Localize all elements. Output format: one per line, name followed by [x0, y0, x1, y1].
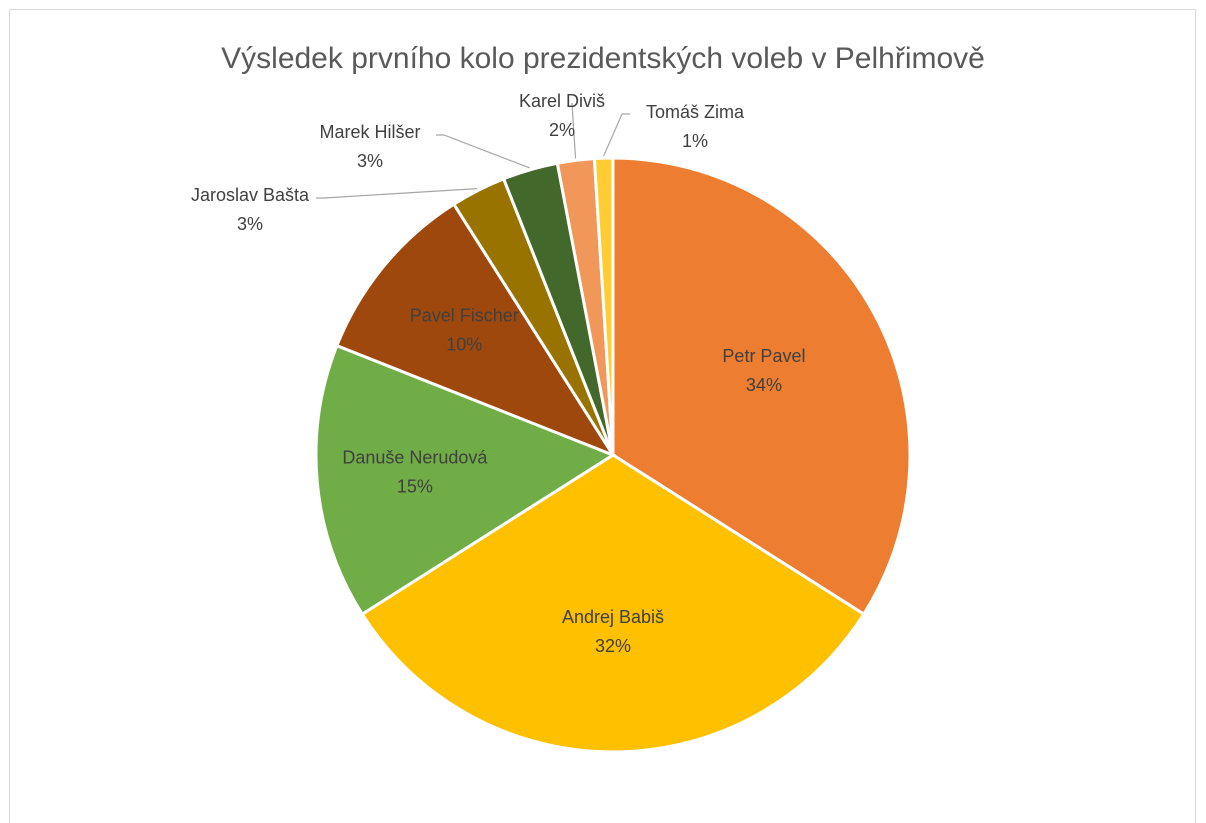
data-label-value: 34%: [746, 375, 782, 395]
data-label-name: Andrej Babiš: [562, 607, 664, 627]
data-label-name: Danuše Nerudová: [342, 447, 488, 467]
data-label-name: Karel Diviš: [519, 91, 605, 111]
data-label-value: 1%: [682, 131, 708, 151]
data-label-name: Jaroslav Bašta: [191, 185, 310, 205]
data-label-value: 3%: [357, 151, 383, 171]
leader-line: [316, 187, 478, 199]
data-label-name: Tomáš Zima: [646, 102, 745, 122]
data-label-value: 3%: [237, 214, 263, 234]
pie-slice: [592, 156, 615, 456]
pie-slice: [360, 453, 866, 754]
chart-title: Výsledek prvního kolo prezidentských vol…: [221, 42, 985, 75]
data-label-name: Marek Hilšer: [319, 122, 420, 142]
data-label-value: 10%: [446, 335, 482, 355]
pie-slice: [334, 202, 617, 459]
data-label-value: 32%: [595, 636, 631, 656]
pie-slice: [314, 343, 617, 617]
pie-slice: [611, 156, 912, 617]
leader-line: [571, 102, 577, 159]
data-label-name: Petr Pavel: [722, 346, 805, 366]
leader-line: [603, 113, 630, 157]
data-label-name: Pavel Fischer: [410, 306, 519, 326]
data-label-value: 2%: [549, 120, 575, 140]
data-label-value: 15%: [397, 476, 433, 496]
leader-line: [436, 134, 530, 169]
